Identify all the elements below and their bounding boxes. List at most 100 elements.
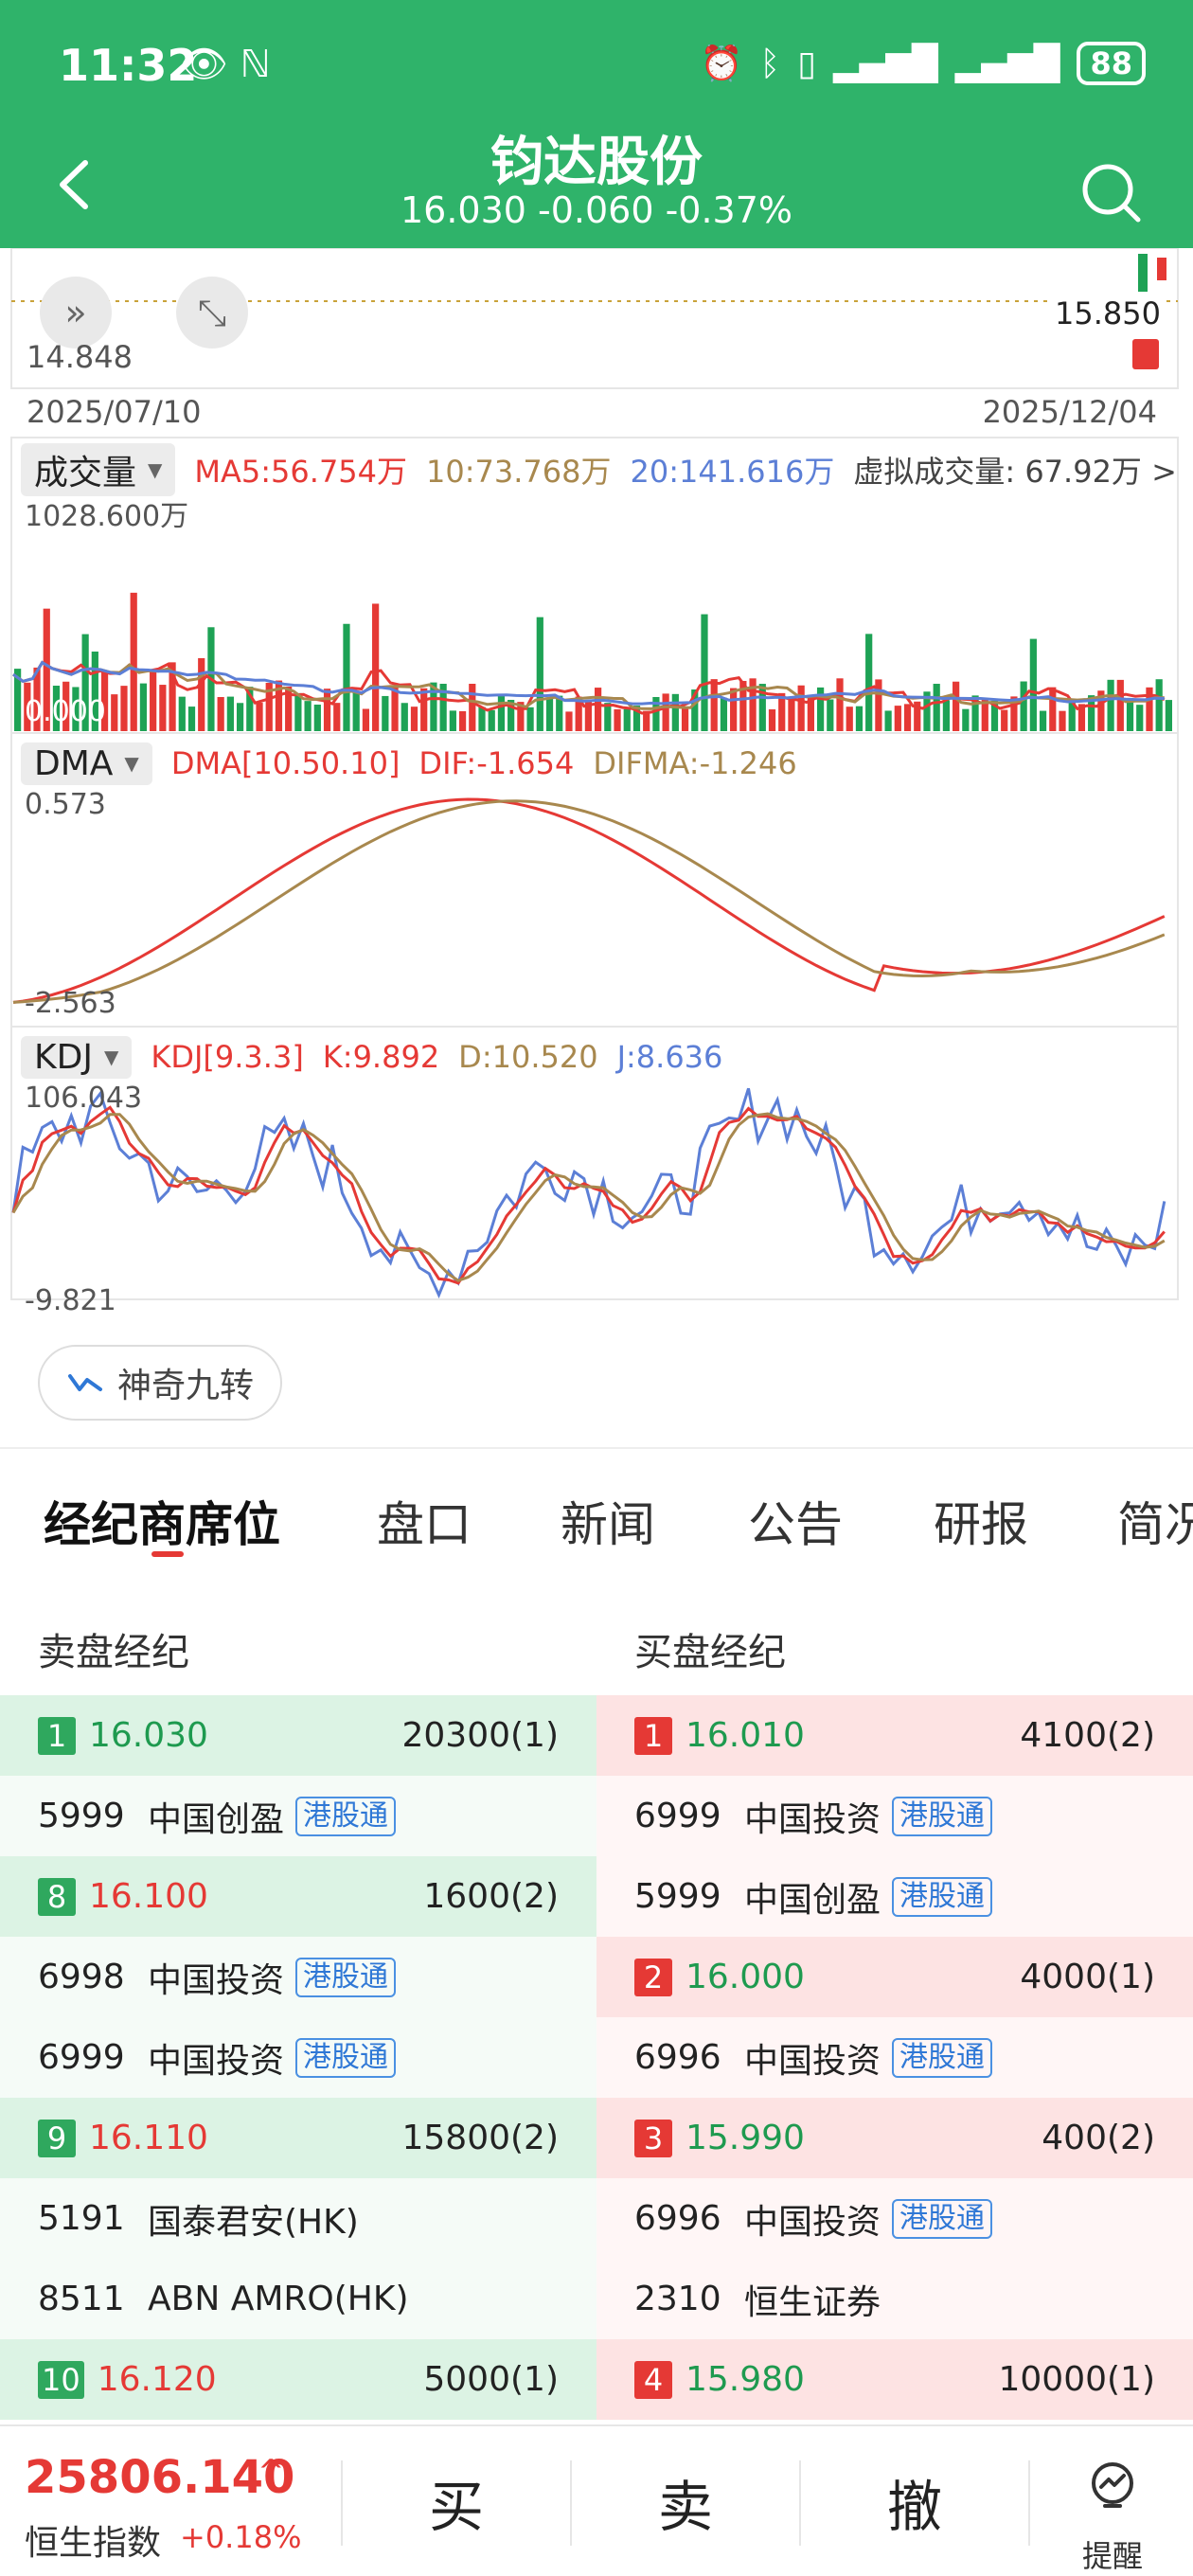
volume-bar — [449, 710, 456, 731]
volume-bar — [981, 698, 988, 731]
sell-level-row[interactable]: 10 16.120 5000(1) — [0, 2339, 596, 2420]
level-price: 15.980 — [686, 2360, 805, 2399]
buy-broker-row[interactable]: 6996 中国投资 港股通 — [596, 2178, 1193, 2259]
volume-bar — [111, 694, 118, 731]
caret-down-icon: ▼ — [103, 1046, 119, 1068]
volume-bar — [33, 667, 41, 731]
sell-button[interactable]: 卖 — [657, 2475, 713, 2539]
volume-bar — [178, 696, 186, 731]
hk-connect-tag: 港股通 — [295, 2037, 397, 2078]
buy-level-row[interactable]: 3 15.990 400(2) — [596, 2098, 1193, 2178]
index-name[interactable]: 恒生指数 — [25, 2524, 162, 2563]
buy-button[interactable]: 买 — [428, 2475, 484, 2539]
volume-bar — [768, 709, 776, 731]
sell-broker-row[interactable]: 6998 中国投资 港股通 — [0, 1937, 596, 2017]
header-bar: 11:32 👁 ℕ ⏰ ᛒ ▯ ▂▄▆█ ▂▄▆█ 88 钧达股份 16.030… — [0, 0, 1193, 248]
chart-canvas[interactable] — [0, 248, 1193, 1318]
volume-bar — [323, 689, 331, 731]
search-icon[interactable] — [1077, 159, 1144, 225]
buy-broker-row[interactable]: 6999 中国投资 港股通 — [596, 1776, 1193, 1856]
volume-bar — [1068, 702, 1076, 731]
expand-sidebar-button[interactable]: » — [40, 277, 112, 349]
sell-broker-row[interactable]: 5999 中国创盈 港股通 — [0, 1776, 596, 1856]
kdj-j-line — [11, 1087, 1166, 1299]
volume-bar — [1165, 700, 1172, 731]
tab-orderbook[interactable]: 盘口 — [377, 1497, 472, 1552]
virtual-volume-link[interactable]: 虚拟成交量: 67.92万 > — [853, 454, 1177, 490]
sell-level-row[interactable]: 9 16.110 15800(2) — [0, 2098, 596, 2178]
volume-bar — [362, 708, 370, 731]
level-badge: 9 — [38, 2119, 76, 2157]
volume-bar — [1107, 679, 1114, 731]
detail-tabs: 经纪商席位 盘口 新闻 公告 研报 简况 — [0, 1477, 1193, 1563]
broker-name: 中国投资 — [148, 2041, 285, 2081]
tab-research[interactable]: 研报 — [934, 1497, 1028, 1552]
buy-level-row[interactable]: 4 15.980 10000(1) — [596, 2339, 1193, 2420]
volume-bar — [923, 691, 931, 731]
tab-news[interactable]: 新闻 — [561, 1497, 655, 1552]
volume-bar — [623, 708, 631, 731]
volume-bar — [671, 693, 679, 731]
volume-bar — [420, 688, 428, 731]
broker-code: 6998 — [38, 1958, 125, 1996]
broker-code: 5999 — [634, 1877, 721, 1916]
broker-name: 中国投资 — [148, 1960, 285, 2000]
remind-button[interactable]: 提醒 — [1032, 2445, 1193, 2574]
volume-bar — [758, 684, 766, 731]
volume-ma5: MA5:56.754万 — [194, 454, 408, 490]
magic-nine-button[interactable]: 神奇九转 — [38, 1345, 283, 1421]
volume-bar — [1029, 638, 1037, 731]
volume-bar — [614, 708, 621, 731]
volume-bar — [816, 687, 825, 731]
broker-name: 国泰君安(HK) — [148, 2202, 359, 2242]
index-value[interactable]: 25806.140 — [25, 2451, 295, 2504]
volume-indicator-select[interactable]: 成交量 ▼ — [21, 443, 176, 496]
kdj-d: D:10.520 — [458, 1039, 598, 1075]
volume-bar — [62, 681, 70, 731]
buy-level-row[interactable]: 1 16.010 4100(2) — [596, 1695, 1193, 1776]
dma-axis-min: -2.563 — [25, 987, 116, 1020]
hk-connect-tag: 港股通 — [892, 1796, 993, 1836]
volume-bar — [1077, 704, 1086, 731]
sell-broker-row[interactable]: 5191 国泰君安(HK) — [0, 2178, 596, 2259]
volume-bar — [294, 692, 302, 731]
level-price: 16.010 — [686, 1716, 805, 1755]
sell-level-row[interactable]: 1 16.030 20300(1) — [0, 1695, 596, 1776]
buy-broker-row[interactable]: 5999 中国创盈 港股通 — [596, 1856, 1193, 1937]
volume-bar — [507, 699, 515, 731]
sell-broker-row[interactable]: 6999 中国投资 港股通 — [0, 2017, 596, 2098]
volume-bar — [632, 706, 641, 731]
chevron-up-icon[interactable]: ^ — [258, 2453, 285, 2491]
kdj-legend: KDJ ▼ KDJ[9.3.3] K:9.892 D:10.520 J:8.636 — [21, 1032, 741, 1082]
volume-bar — [942, 700, 951, 731]
cancel-order-button[interactable]: 撤 — [886, 2475, 942, 2539]
level-badge: 4 — [634, 2360, 672, 2399]
back-arrow-icon[interactable] — [49, 152, 97, 218]
buy-broker-row[interactable]: 2310 恒生证券 — [596, 2259, 1193, 2339]
status-left-icons: 👁 ℕ — [180, 43, 271, 86]
tab-profile[interactable]: 简况 — [1117, 1497, 1193, 1552]
volume-bar — [497, 695, 506, 731]
dma-indicator-select[interactable]: DMA ▼ — [21, 742, 152, 785]
kdj-indicator-select[interactable]: KDJ ▼ — [21, 1035, 133, 1079]
level-volume: 20300(1) — [401, 1716, 559, 1755]
tab-announcements[interactable]: 公告 — [748, 1497, 843, 1552]
sell-broker-row[interactable]: 8511 ABN AMRO(HK) — [0, 2259, 596, 2339]
fullscreen-button[interactable]: ⤡ — [176, 277, 248, 349]
broker-code: 8511 — [38, 2280, 125, 2318]
buy-broker-row[interactable]: 6996 中国投资 港股通 — [596, 2017, 1193, 2098]
volume-bar — [391, 685, 399, 731]
volume-bar — [458, 710, 467, 731]
buy-level-row[interactable]: 2 16.000 4000(1) — [596, 1937, 1193, 2017]
kdj-axis-min: -9.821 — [25, 1284, 116, 1317]
chart-area[interactable]: » ⤡ 14.848 15.850 2025/07/10 2025/12/04 … — [0, 248, 1193, 1318]
volume-bar — [1010, 696, 1018, 731]
date-start-label: 2025/07/10 — [27, 394, 202, 430]
volume-bar — [953, 681, 960, 731]
level-badge: 1 — [38, 1716, 76, 1755]
sell-level-row[interactable]: 8 16.100 1600(2) — [0, 1856, 596, 1937]
status-time: 11:32 — [59, 40, 198, 91]
broker-code: 5999 — [38, 1797, 125, 1835]
tab-broker[interactable]: 经纪商席位 — [44, 1497, 280, 1552]
hk-connect-tag: 港股通 — [892, 1876, 993, 1917]
